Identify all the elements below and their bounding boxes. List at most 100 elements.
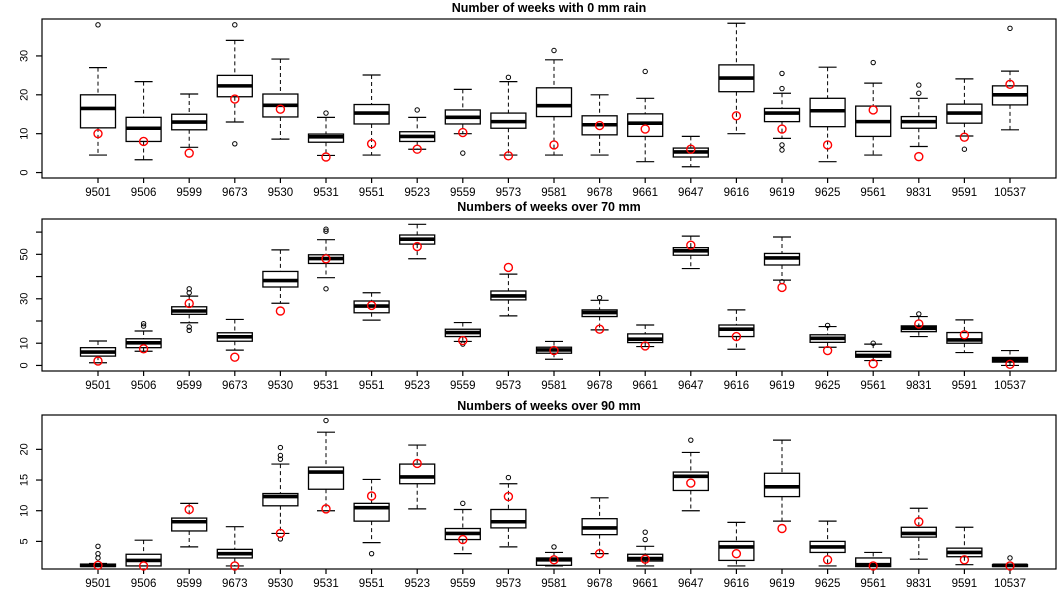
observed-value-marker	[93, 356, 103, 366]
boxplot-9561	[855, 340, 892, 369]
y-tick-label: 30	[19, 50, 31, 62]
observed-value-marker	[686, 240, 696, 250]
outlier-point	[95, 555, 101, 561]
x-tick-label-station: 9523	[404, 578, 430, 590]
observed-value-marker	[503, 262, 514, 273]
observed-value-marker	[366, 300, 377, 311]
x-tick-label-station: 9573	[496, 578, 522, 590]
x-tick-label-station: 9625	[815, 578, 841, 590]
observed-value-marker	[366, 491, 377, 501]
observed-value-marker	[138, 561, 149, 571]
boxplot-9619	[763, 236, 801, 293]
boxplot-9673	[216, 22, 253, 147]
boxplot-9551	[353, 478, 390, 557]
panel-title-70mm: Numbers of weeks over 70 mm	[457, 200, 641, 214]
observed-value-marker	[321, 504, 331, 514]
outlier-point	[916, 90, 922, 96]
y-tick-label: 50	[19, 248, 31, 260]
observed-value-marker	[959, 330, 970, 340]
panel-weeks-0mm-rain: Number of weeks with 0 mm rain 0 10 20 30 95…	[0, 0, 1063, 199]
x-tick-label-station: 9530	[268, 578, 294, 590]
boxplot-9551	[353, 74, 390, 156]
outlier-point	[95, 550, 101, 557]
x-tick-label-station: 9661	[632, 578, 658, 590]
observed-value-marker	[184, 504, 194, 515]
x-tick-label-station: 9530	[268, 380, 294, 392]
boxplot-chart-0mm: 0 10 20 30 9501 9506 9599 9673 9530 9531 9551 9523 9…	[19, 18, 1057, 199]
x-tick-label-station: 9573	[496, 380, 522, 392]
boxplot-9523	[399, 107, 436, 154]
observed-value-marker	[275, 306, 286, 316]
x-tick-label-station: 9619	[769, 380, 795, 392]
outlier-point	[642, 68, 648, 75]
outlier-point	[323, 286, 329, 292]
outlier-point	[414, 107, 420, 113]
outlier-point	[916, 311, 922, 317]
observed-value-marker	[868, 105, 878, 115]
boxplot-9551	[353, 292, 390, 321]
boxplot-chart-70mm: 0 10 30 50 9501 9506 9599 9673 9530 9531 9551 9523 9…	[19, 218, 1057, 392]
boxplot-9581	[535, 544, 573, 567]
x-tick-label-station: 9599	[176, 187, 202, 199]
observed-value-marker	[366, 139, 377, 149]
y-tick-label: 0	[19, 169, 31, 175]
boxplot-9506	[125, 539, 162, 571]
outlier-point	[232, 141, 238, 147]
observed-value-marker	[868, 358, 878, 369]
outlier-point	[779, 147, 785, 153]
outlier-point	[186, 324, 192, 330]
observed-value-marker	[458, 335, 468, 346]
boxplot-9661	[627, 324, 664, 351]
boxplot-9831	[900, 82, 937, 162]
x-tick-label-station: 9581	[541, 187, 567, 199]
x-tick-label-station: 9678	[587, 187, 613, 199]
x-tick-label-station: 9619	[769, 578, 795, 590]
outlier-point	[232, 22, 238, 28]
outlier-point	[688, 437, 694, 443]
outlier-point	[551, 47, 557, 54]
boxplot-9678	[581, 294, 618, 334]
boxplot-9625	[809, 520, 846, 567]
x-tick-label-station: 9581	[541, 578, 567, 590]
x-tick-label-station: 9678	[587, 380, 613, 392]
observed-value-marker	[777, 282, 787, 293]
panel-title-90mm: Numbers of weeks over 90 mm	[457, 399, 641, 413]
observed-value-marker	[959, 132, 970, 142]
observed-value-marker	[549, 345, 559, 356]
boxplot-9678	[581, 497, 618, 559]
boxplot-9531	[307, 226, 345, 292]
boxplot-9591	[946, 319, 983, 354]
observed-value-marker	[686, 478, 696, 488]
boxplot-9530	[262, 249, 299, 316]
observed-value-marker	[822, 555, 833, 565]
boxplot-9561	[855, 551, 892, 571]
x-tick-label-station: 9561	[860, 578, 886, 590]
observed-value-marker	[93, 560, 103, 571]
outlier-point	[642, 529, 648, 535]
x-tick-label-station: 9559	[450, 578, 476, 590]
boxplot-9559	[444, 88, 481, 156]
x-tick-label-station: 9506	[131, 187, 157, 199]
outlier-point	[596, 294, 603, 301]
observed-value-marker	[275, 528, 286, 539]
y-tick-label: 10	[19, 505, 31, 517]
x-tick-label-station: 9551	[359, 187, 385, 199]
observed-value-marker	[731, 111, 742, 121]
boxplot-9559	[444, 500, 481, 555]
outlier-point	[186, 327, 192, 334]
boxplot-9581	[535, 340, 573, 360]
outlier-point	[961, 146, 968, 152]
outlier-point	[870, 59, 876, 66]
outlier-point	[323, 228, 329, 234]
x-tick-label-station: 9501	[85, 187, 111, 199]
observed-value-marker	[686, 144, 696, 154]
x-tick-label-station: 9673	[222, 380, 248, 392]
boxplot-9625	[809, 322, 846, 356]
observed-value-marker	[731, 331, 742, 342]
x-tick-label-station: 9506	[131, 578, 157, 590]
observed-value-marker	[549, 140, 559, 150]
x-tick-label-station: 9619	[769, 187, 795, 199]
observed-value-marker	[458, 127, 468, 138]
boxplot-9647	[672, 135, 709, 168]
boxplot-9581	[535, 47, 573, 156]
